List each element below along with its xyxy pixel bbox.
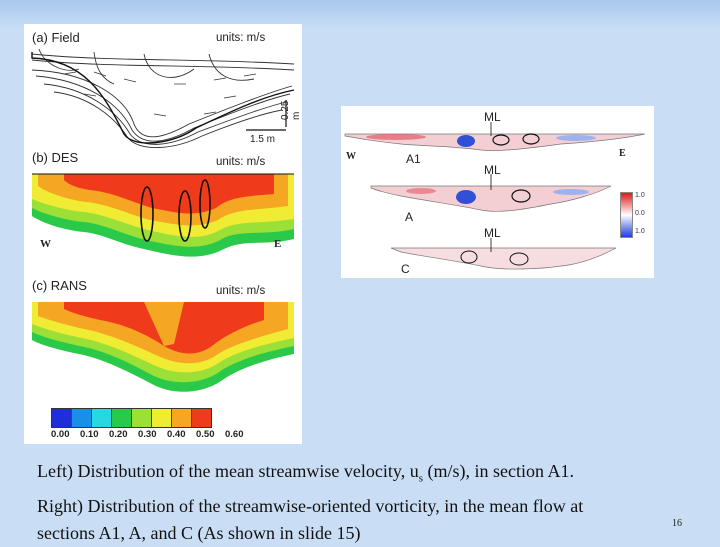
colorbar-tick-6: 0.60 xyxy=(225,429,244,440)
panel-b-west-label: W xyxy=(40,238,51,250)
caption-line-1-end: (m/s), in section A1. xyxy=(423,461,575,481)
panel-c-units: units: m/s xyxy=(216,285,266,297)
caption-line-2: Right) Distribution of the streamwise-or… xyxy=(37,495,584,516)
velocity-colorbar-ticks: 0.00 0.10 0.20 0.30 0.40 0.50 0.60 xyxy=(51,429,254,440)
colorbar-tick-5: 0.50 xyxy=(196,429,215,440)
vorticity-tick-top: 1.0 xyxy=(635,192,645,199)
section-a-plot xyxy=(370,174,612,212)
caption-line-1: Left) Distribution of the mean streamwis… xyxy=(37,458,707,493)
colorbar-swatch-7 xyxy=(192,409,211,427)
scale-label-vertical: 0.25 m xyxy=(280,100,302,120)
panel-b-field xyxy=(32,173,294,257)
slide-number: 16 xyxy=(672,518,682,529)
scale-label-horizontal: 1.5 m xyxy=(250,134,276,145)
caption-subscript: s xyxy=(418,472,424,485)
section-c-ml-label: ML xyxy=(484,226,501,240)
section-a1-ml-label: ML xyxy=(484,110,501,124)
colorbar-swatch-6 xyxy=(172,409,192,427)
panel-a-label: (a) Field xyxy=(32,30,80,45)
caption: Left) Distribution of the mean streamwis… xyxy=(37,458,707,547)
section-a-label: A xyxy=(405,210,414,224)
section-a1-label: A1 xyxy=(406,152,421,166)
colorbar-swatch-4 xyxy=(132,409,152,427)
panel-a-bed xyxy=(31,52,295,144)
panel-c-field xyxy=(32,302,294,392)
panel-a-contours xyxy=(31,48,295,148)
vorticity-tick-mid: 0.0 xyxy=(635,210,645,217)
section-a-ml-label: ML xyxy=(484,163,501,177)
colorbar-tick-3: 0.30 xyxy=(138,429,157,440)
panel-b-units: units: m/s xyxy=(216,156,266,168)
panel-b-label: (b) DES xyxy=(32,150,79,165)
colorbar-swatch-0 xyxy=(52,409,72,427)
vorticity-tick-bottom: 1.0 xyxy=(635,228,645,235)
colorbar-swatch-2 xyxy=(92,409,112,427)
vorticity-colorbar xyxy=(620,192,633,238)
colorbar-tick-0: 0.00 xyxy=(51,429,70,440)
section-c-plot xyxy=(390,238,617,270)
velocity-colorbar xyxy=(51,408,212,428)
section-c-label: C xyxy=(401,262,410,276)
caption-line-1-text: Left) Distribution of the mean streamwis… xyxy=(37,461,419,481)
panel-b-east-label: E xyxy=(274,238,282,250)
east-label: E xyxy=(619,148,626,159)
colorbar-swatch-5 xyxy=(152,409,172,427)
colorbar-swatch-3 xyxy=(112,409,132,427)
colorbar-tick-4: 0.40 xyxy=(167,429,186,440)
velocity-figure: (a) Field units: m/s 0.25 m 1.5 m (b) DE… xyxy=(24,24,302,444)
velocity-figure-graphics xyxy=(31,48,295,392)
west-label: W xyxy=(346,151,356,162)
colorbar-tick-1: 0.10 xyxy=(80,429,99,440)
panel-a-arrows xyxy=(63,71,257,117)
caption-line-3: sections A1, A, and C (As shown in slide… xyxy=(37,522,361,543)
colorbar-tick-2: 0.20 xyxy=(109,429,128,440)
vorticity-figure-graphics xyxy=(344,122,646,270)
panel-a-units: units: m/s xyxy=(216,32,266,44)
colorbar-swatch-1 xyxy=(72,409,92,427)
vorticity-figure: ML A1 W E ML A ML C 1.0 0.0 1.0 xyxy=(341,106,654,278)
section-a1-plot xyxy=(344,122,646,151)
panel-c-label: (c) RANS xyxy=(32,278,87,293)
